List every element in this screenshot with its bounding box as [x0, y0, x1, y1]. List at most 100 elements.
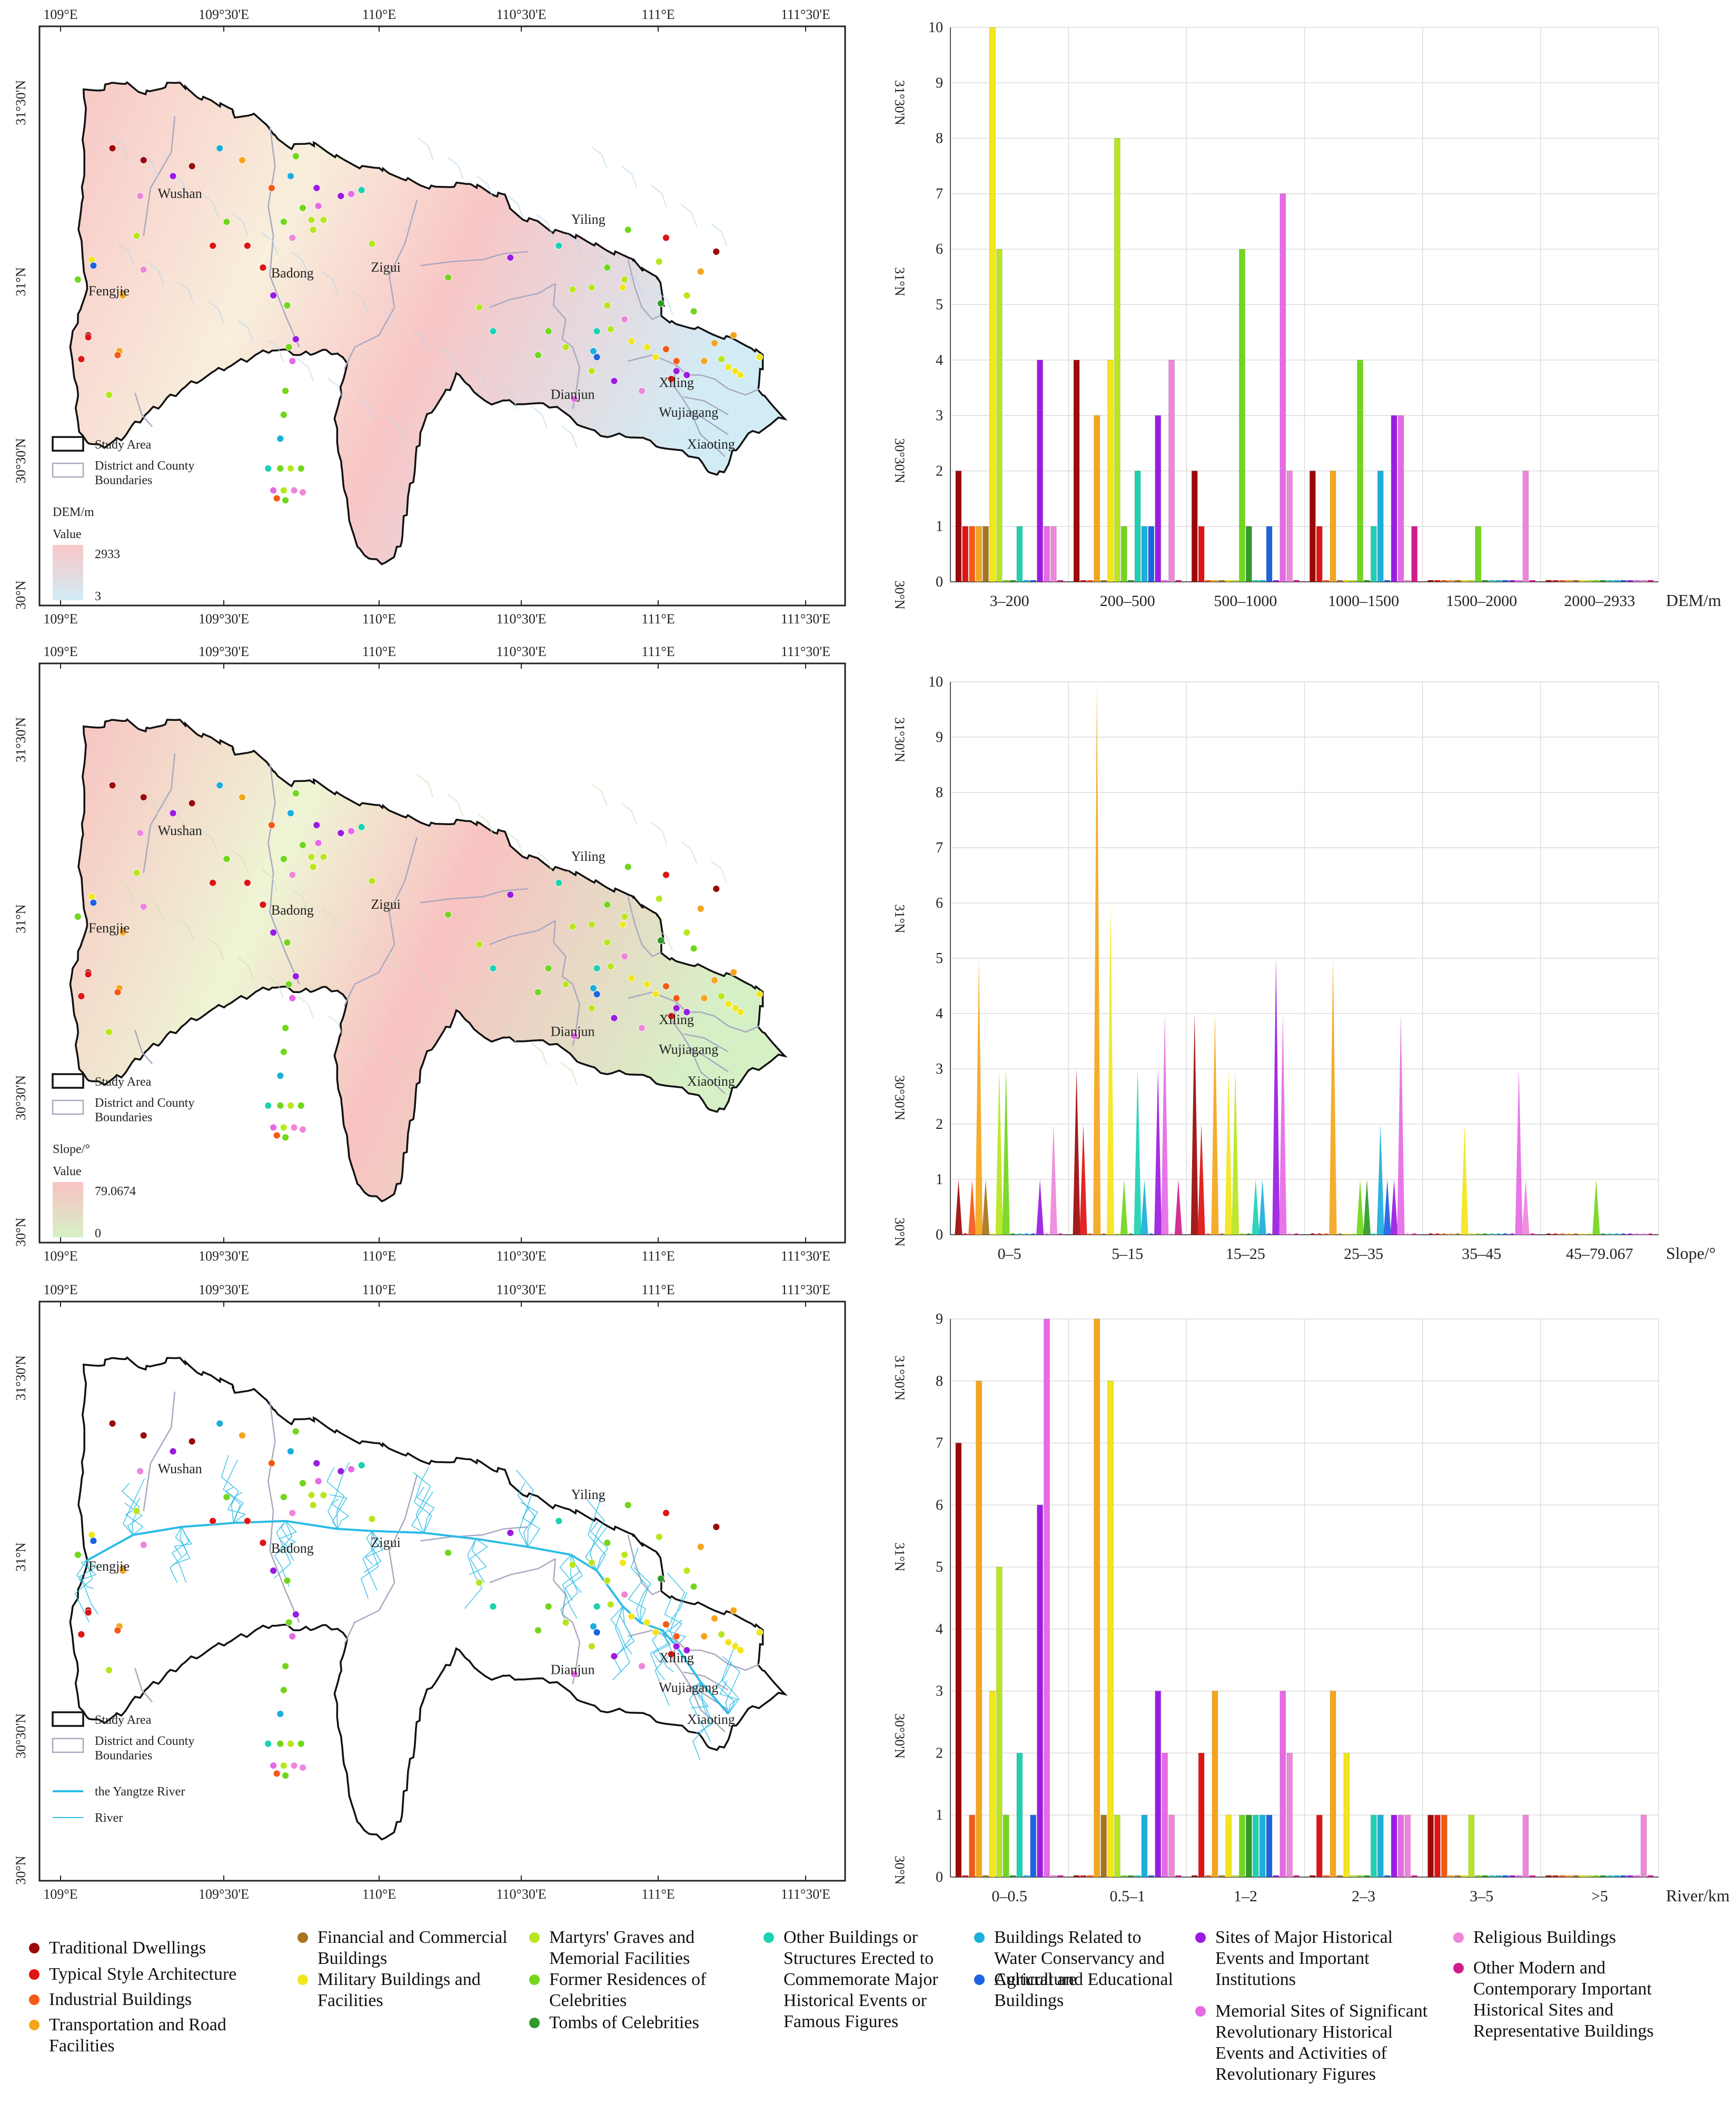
area-spike: [1606, 1233, 1614, 1235]
bar: [1454, 1875, 1461, 1878]
area-spike: [1447, 1233, 1455, 1235]
legend-color-dot: [29, 1994, 39, 2005]
heritage-site-point: [730, 331, 738, 339]
heritage-site-point: [276, 1101, 284, 1109]
heritage-site-point: [297, 1740, 305, 1748]
heritage-site-point: [299, 1479, 306, 1487]
terrain-texture: [477, 176, 494, 199]
legend-study-area-swatch: [52, 1073, 84, 1089]
heritage-site-point: [570, 1670, 578, 1678]
heritage-site-point: [216, 781, 224, 789]
bar: [1411, 526, 1418, 582]
place-label: Xiaoting: [687, 1074, 735, 1089]
heritage-site-point: [140, 156, 147, 164]
terrain-texture: [651, 185, 668, 207]
place-label: Wujiagang: [659, 405, 718, 420]
heritage-site-point: [209, 879, 217, 887]
y-tick-label: 9: [936, 729, 943, 746]
x-tick-label: 3–5: [1470, 1888, 1493, 1905]
bar: [1073, 360, 1080, 582]
bar: [1579, 580, 1586, 582]
heritage-site-point: [507, 891, 514, 899]
county-boundary: [134, 1668, 153, 1703]
heritage-site-point: [700, 1632, 708, 1640]
map-top-tick-label: 110°30'E: [497, 1282, 547, 1297]
heritage-site-point: [697, 905, 705, 912]
terrain-texture: [471, 1004, 488, 1027]
legend-label: Cultural and Educational Buildings: [994, 1970, 1173, 2010]
bar: [1475, 526, 1482, 582]
heritage-site-point: [209, 1517, 217, 1525]
map-bottom-tick-label: 111°30'E: [781, 1248, 830, 1264]
heritage-site-point: [534, 351, 542, 359]
heritage-site-point: [285, 980, 293, 988]
heritage-site-point: [655, 1533, 663, 1541]
bar: [1175, 580, 1182, 582]
bar: [1009, 580, 1016, 582]
y-tick-label: 7: [936, 840, 943, 856]
river-line: [719, 1680, 738, 1714]
y-tick-label: 3: [936, 408, 943, 424]
heritage-site-point: [276, 435, 284, 443]
bar: [1391, 1814, 1397, 1878]
map-bottom-tick-label: 110°30'E: [497, 1248, 547, 1264]
heritage-site-point: [368, 240, 376, 247]
place-label: Xiling: [659, 375, 693, 390]
heritage-site-point: [292, 152, 300, 160]
heritage-site-point: [270, 929, 277, 937]
river-line: [328, 1462, 350, 1530]
legend-river-label: River: [95, 1811, 123, 1825]
terrain-texture: [477, 813, 494, 836]
legend-color-dot: [1453, 1932, 1464, 1943]
legend-label: Transportation and Road Facilities: [49, 2015, 226, 2056]
terrain-texture: [537, 851, 553, 875]
county-boundary: [489, 283, 556, 308]
area-spike: [1336, 1233, 1344, 1235]
heritage-site-point: [711, 1614, 718, 1622]
heritage-site-point: [223, 218, 231, 226]
area-spike: [1252, 1179, 1259, 1235]
bar: [1141, 1814, 1148, 1878]
study-area-outline: [69, 718, 788, 1203]
heritage-site-point: [292, 335, 300, 343]
place-label: Yiling: [571, 849, 606, 864]
heritage-site-point: [280, 1048, 287, 1056]
area-spike: [1286, 1233, 1294, 1235]
bar: [1552, 1875, 1559, 1878]
bar: [1626, 1875, 1633, 1878]
terrain-texture: [262, 232, 279, 255]
map-3: 109°E 109°E 109°30'E 109°30'E 110°E 110°E 110°…: [13, 1282, 907, 1902]
map-1: 109°E 109°E 109°30'E 109°30'E 110°E 110°E 110°…: [13, 7, 907, 627]
heritage-site-point: [270, 292, 277, 300]
bar: [1073, 1875, 1080, 1878]
heritage-site-point: [643, 980, 651, 988]
terrain-texture: [680, 841, 698, 864]
heritage-site-point: [619, 1559, 627, 1566]
y-tick-label: 2: [936, 1745, 943, 1761]
bar: [1502, 580, 1509, 582]
x-tick-label: 5–15: [1112, 1245, 1143, 1263]
heritage-site-point: [368, 1515, 376, 1523]
heritage-site-point: [282, 1662, 290, 1670]
river-line: [326, 1466, 345, 1529]
heritage-site-point: [593, 965, 601, 972]
heritage-site-point: [737, 371, 745, 379]
area-spike: [1508, 1233, 1516, 1235]
area-spike: [975, 958, 983, 1235]
area-spike: [1619, 1233, 1628, 1235]
heritage-site-point: [299, 1764, 306, 1772]
heritage-site-point: [652, 353, 660, 361]
bar: [1545, 1875, 1552, 1878]
heritage-site-point: [239, 156, 246, 164]
heritage-site-point: [603, 901, 611, 909]
heritage-site-point: [299, 841, 306, 849]
heritage-site-point: [534, 988, 542, 996]
bar: [1461, 580, 1468, 582]
heritage-site-point: [223, 1493, 231, 1501]
map-right-tick-label: 30°N: [892, 1217, 907, 1246]
heritage-site-point: [119, 1567, 127, 1575]
bar: [1162, 580, 1168, 582]
terrain-texture: [387, 1053, 404, 1076]
bar: [1593, 580, 1600, 582]
heritage-site-point: [358, 1461, 365, 1469]
